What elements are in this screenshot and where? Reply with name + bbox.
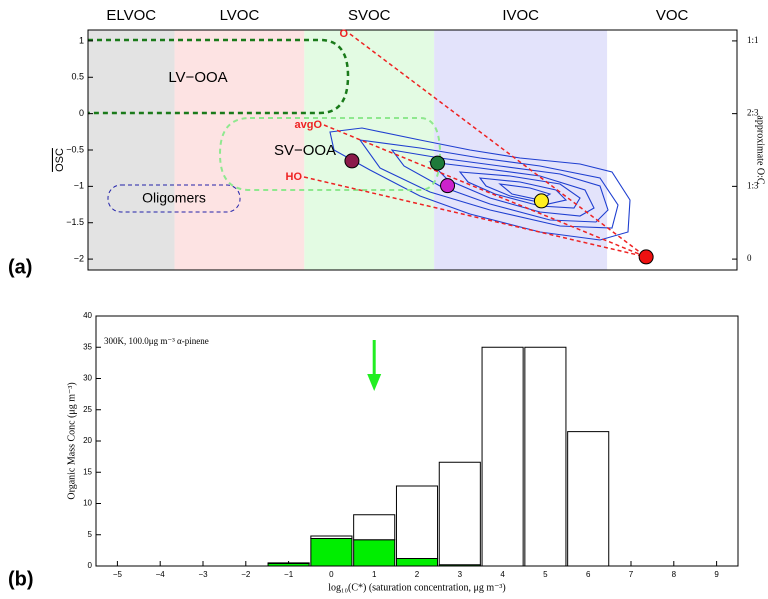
arrow-head bbox=[367, 374, 382, 391]
x-tick-label: −4 bbox=[156, 570, 166, 579]
region-annotation: SV−OOA bbox=[274, 142, 336, 159]
oxidation-line bbox=[323, 124, 647, 258]
y-tick-label: 10 bbox=[83, 499, 92, 508]
bar-segment bbox=[267, 562, 310, 564]
y-axis-label: OSC bbox=[54, 148, 66, 172]
region-label: SVOC bbox=[348, 7, 391, 24]
y-tick-label: 0.5 bbox=[71, 72, 84, 82]
x-tick-label: −5 bbox=[113, 570, 123, 579]
y-tick-label: 0 bbox=[79, 108, 84, 118]
y-tick-label: 5 bbox=[88, 530, 93, 539]
bar-segment bbox=[310, 538, 353, 567]
region-band bbox=[88, 30, 175, 270]
bar-segment bbox=[395, 485, 439, 559]
x-tick-label: −1 bbox=[284, 570, 294, 579]
bar-segment bbox=[481, 346, 524, 567]
y-tick-label: −2 bbox=[74, 253, 84, 263]
bar-segment bbox=[524, 346, 567, 567]
x-tick-label: 9 bbox=[714, 570, 719, 579]
x-tick-label: 1 bbox=[372, 570, 377, 579]
y2-axis-label: approximate O:C bbox=[755, 115, 766, 184]
point bbox=[430, 155, 446, 171]
point bbox=[638, 249, 654, 265]
y-tick-label: 0 bbox=[88, 561, 93, 570]
oxidation-label: avgO bbox=[294, 119, 322, 131]
arrow bbox=[367, 340, 382, 391]
x-tick-label: 2 bbox=[415, 570, 420, 579]
oligomers-outline bbox=[107, 184, 241, 213]
x-tick-label: 7 bbox=[629, 570, 634, 579]
x-tick-label: −3 bbox=[198, 570, 208, 579]
contour bbox=[458, 171, 581, 209]
y-tick-label: 20 bbox=[83, 436, 92, 445]
contour bbox=[358, 139, 619, 229]
panel-label: (b) bbox=[8, 568, 34, 590]
point bbox=[440, 178, 456, 194]
bar-segment bbox=[353, 539, 396, 567]
y-tick-label: 30 bbox=[83, 374, 92, 383]
region-band bbox=[304, 30, 435, 270]
x-tick-label: 5 bbox=[543, 570, 548, 579]
oxidation-line bbox=[303, 176, 647, 258]
bar-segment bbox=[567, 431, 610, 567]
sv-ooa-outline bbox=[218, 117, 442, 191]
x-tick-label: 6 bbox=[586, 570, 591, 579]
oxidation-line bbox=[349, 33, 647, 258]
annotation: 300K, 100.0μg m⁻³ α-pinene bbox=[104, 336, 209, 346]
oxidation-label: HO bbox=[286, 171, 303, 183]
contour bbox=[478, 177, 568, 205]
x-tick-label: 3 bbox=[458, 570, 463, 579]
x-tick-label: 4 bbox=[500, 570, 505, 579]
y-tick-label: 1 bbox=[79, 35, 84, 45]
y2-tick-label: 2:3 bbox=[747, 108, 759, 118]
y-tick-label: 25 bbox=[83, 405, 92, 414]
y-tick-label: 35 bbox=[83, 342, 92, 351]
foreground-layer: −2 −1.5 −1 −0.5 0 0.5 1 1:1 2:3 1:3 0 OSC approximat… bbox=[8, 28, 766, 593]
point bbox=[533, 193, 549, 209]
x-tick-label: 0 bbox=[329, 570, 334, 579]
region-label: LVOC bbox=[220, 7, 260, 24]
x-tick-label: −2 bbox=[241, 570, 251, 579]
region-annotation: Oligomers bbox=[142, 190, 206, 206]
y2-tick-label: 1:3 bbox=[747, 180, 759, 190]
region-label: IVOC bbox=[502, 7, 539, 24]
y-tick-label: −1 bbox=[74, 181, 84, 191]
y-tick-label: −0.5 bbox=[66, 144, 84, 154]
bar-segment bbox=[353, 514, 396, 541]
background-layer: ELVOC LVOC SVOC IVOC VOC bbox=[88, 7, 737, 270]
x-tick-label: 8 bbox=[672, 570, 677, 579]
bar-segment bbox=[395, 558, 439, 567]
contour bbox=[329, 127, 631, 241]
bar-segment bbox=[438, 461, 481, 566]
region-label: ELVOC bbox=[106, 7, 156, 24]
y-axis-label: Organic Mass Conc (μg m⁻³) bbox=[66, 382, 77, 499]
region-band bbox=[434, 30, 608, 270]
y-tick-label: 40 bbox=[83, 311, 92, 320]
bar-segment bbox=[310, 535, 353, 539]
region-band bbox=[174, 30, 305, 270]
y2-tick-label: 1:1 bbox=[747, 35, 759, 45]
panel-label: (a) bbox=[8, 256, 32, 278]
lv-ooa-outline bbox=[88, 38, 350, 115]
x-axis-label: log₁₀(C*) (saturation concentration, μg … bbox=[328, 582, 506, 593]
point bbox=[344, 153, 360, 169]
oxidation-label: O bbox=[339, 28, 348, 40]
region-label: VOC bbox=[656, 7, 689, 24]
y-tick-label: 15 bbox=[83, 467, 92, 476]
y2-tick-label: 0 bbox=[747, 253, 752, 263]
y-tick-label: −1.5 bbox=[66, 217, 84, 227]
region-annotation: LV−OOA bbox=[168, 69, 227, 86]
region-band bbox=[607, 30, 737, 270]
